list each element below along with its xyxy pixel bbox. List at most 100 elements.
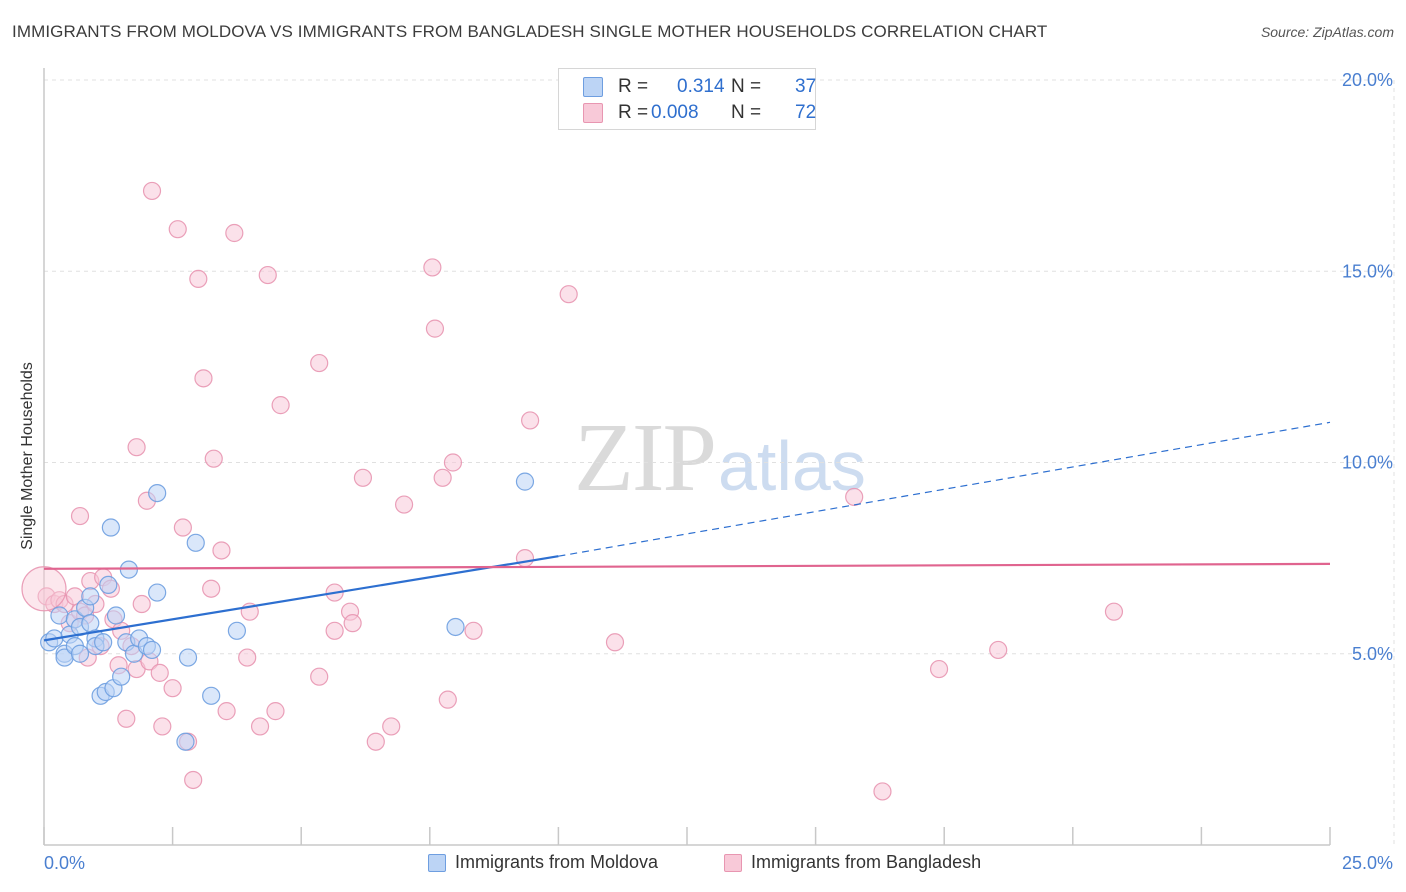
bangladesh-point bbox=[153, 717, 172, 736]
y-tick-label: 10.0% bbox=[1342, 453, 1393, 473]
moldova-point bbox=[227, 621, 246, 640]
moldova-point bbox=[70, 644, 90, 663]
moldova-swatch bbox=[583, 77, 603, 97]
chart-source: Source: ZipAtlas.com bbox=[1260, 24, 1394, 40]
bangladesh-point bbox=[217, 702, 236, 721]
bangladesh-point bbox=[443, 453, 463, 472]
bangladesh-point bbox=[521, 411, 540, 430]
bangladesh-point bbox=[168, 220, 187, 239]
moldova-point bbox=[202, 686, 221, 705]
moldova-point bbox=[106, 606, 126, 625]
bangladesh-point bbox=[204, 449, 223, 468]
moldova-point bbox=[94, 633, 113, 652]
bangladesh-point bbox=[353, 468, 373, 487]
moldova-point bbox=[148, 484, 167, 503]
bangladesh-point bbox=[271, 396, 290, 415]
bangladesh-point bbox=[425, 319, 445, 338]
bangladesh-point bbox=[132, 594, 151, 614]
bangladesh-point bbox=[438, 690, 457, 709]
y-tick-label: 20.0% bbox=[1342, 70, 1393, 90]
bangladesh-point bbox=[929, 659, 949, 679]
moldova-point bbox=[176, 732, 195, 751]
bangladesh-point bbox=[433, 468, 452, 487]
moldova-point bbox=[99, 575, 118, 595]
bangladesh-point bbox=[1104, 602, 1124, 621]
bangladesh-point bbox=[559, 285, 578, 304]
bangladesh-point bbox=[366, 732, 385, 751]
moldova-point bbox=[81, 614, 100, 633]
moldova-point bbox=[186, 533, 205, 552]
stats-legend: R = 0.314 N = 37 R = 0.008 N = 72 bbox=[558, 68, 816, 130]
bangladesh-point bbox=[117, 709, 136, 728]
bangladesh-point bbox=[194, 369, 213, 388]
trend-lines bbox=[43, 421, 1331, 642]
bangladesh-point bbox=[310, 353, 329, 373]
bangladesh-point bbox=[325, 621, 344, 640]
bangladesh-point bbox=[382, 717, 401, 736]
chart-title: IMMIGRANTS FROM MOLDOVA VS IMMIGRANTS FR… bbox=[12, 22, 1048, 41]
bangladesh-point bbox=[189, 269, 208, 288]
watermark-zip: ZIP bbox=[574, 404, 715, 512]
tick-labels: 5.0% 10.0% 15.0% 20.0% 0.0% 25.0% bbox=[44, 70, 1393, 873]
bangladesh-point bbox=[989, 640, 1008, 660]
bangladesh-point bbox=[423, 258, 442, 277]
moldova-point bbox=[50, 606, 69, 625]
legend-bangladesh-swatch bbox=[724, 853, 742, 872]
legend-bangladesh-label: Immigrants from Bangladesh bbox=[751, 852, 982, 872]
bangladesh-point bbox=[464, 621, 483, 640]
moldova-point bbox=[81, 587, 100, 606]
bangladesh-point bbox=[173, 518, 192, 537]
watermark-atlas: atlas bbox=[718, 427, 866, 505]
moldova-n-value: 37 bbox=[795, 76, 817, 97]
bangladesh-r-label: R = bbox=[618, 102, 649, 123]
grid-lines bbox=[44, 79, 1395, 845]
moldova-point bbox=[112, 667, 131, 686]
bangladesh-point bbox=[266, 702, 285, 721]
watermark: ZIP atlas bbox=[574, 404, 866, 512]
bangladesh-point bbox=[238, 648, 257, 667]
axes bbox=[43, 68, 1331, 846]
bangladesh-point bbox=[163, 679, 182, 698]
legend-item-moldova[interactable]: Immigrants from Moldova bbox=[428, 852, 658, 873]
bangladesh-point bbox=[225, 223, 244, 243]
moldova-n-label: N = bbox=[731, 76, 762, 97]
bangladesh-point bbox=[250, 717, 270, 736]
bangladesh-n-label: N = bbox=[731, 102, 762, 123]
y-tick-label: 5.0% bbox=[1352, 644, 1393, 664]
bangladesh-point bbox=[202, 579, 221, 598]
moldova-point bbox=[142, 640, 162, 660]
bangladesh-point bbox=[394, 495, 414, 514]
moldova-point bbox=[446, 617, 465, 637]
bangladesh-trend-line bbox=[43, 562, 1331, 570]
bangladesh-n-value: 72 bbox=[795, 102, 817, 123]
bangladesh-point bbox=[127, 438, 146, 457]
x-tick-label: 0.0% bbox=[44, 853, 85, 873]
moldova-trend-line bbox=[43, 555, 559, 642]
legend-item-bangladesh[interactable]: Immigrants from Bangladesh bbox=[724, 852, 981, 873]
series-bangladesh bbox=[21, 181, 1124, 801]
bangladesh-point bbox=[605, 633, 625, 652]
bangladesh-point bbox=[258, 265, 277, 285]
moldova-point bbox=[178, 648, 198, 667]
bangladesh-point bbox=[343, 614, 362, 633]
bangladesh-point bbox=[150, 663, 169, 682]
bangladesh-point bbox=[70, 506, 90, 526]
moldova-r-label: R = bbox=[618, 76, 649, 97]
moldova-point bbox=[515, 472, 535, 491]
bangladesh-point bbox=[845, 487, 864, 507]
moldova-trend-extension bbox=[558, 421, 1331, 557]
moldova-point bbox=[101, 518, 120, 537]
moldova-point bbox=[148, 583, 167, 602]
bangladesh-point bbox=[873, 782, 892, 801]
bangladesh-point bbox=[515, 549, 535, 568]
bangladesh-swatch bbox=[583, 103, 603, 123]
bangladesh-point bbox=[184, 770, 203, 790]
bangladesh-point bbox=[21, 566, 67, 612]
bangladesh-point bbox=[212, 541, 231, 560]
bangladesh-point bbox=[310, 667, 329, 686]
y-tick-label: 15.0% bbox=[1342, 261, 1393, 281]
series-moldova bbox=[40, 472, 535, 751]
moldova-r-value: 0.314 bbox=[677, 76, 725, 97]
x-tick-label: 25.0% bbox=[1342, 853, 1393, 873]
